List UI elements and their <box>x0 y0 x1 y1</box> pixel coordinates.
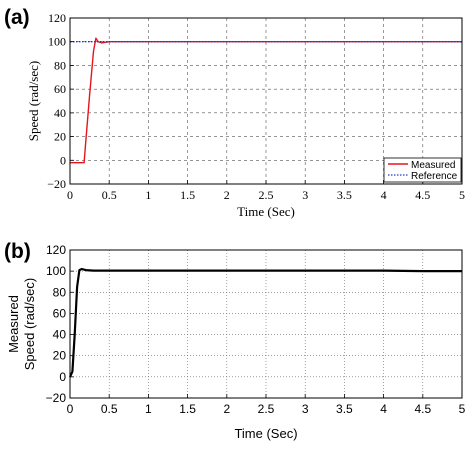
y-tick-label: 80 <box>53 285 67 299</box>
panel-label-a: (a) <box>4 6 30 29</box>
legend-entry-measured: Measured <box>411 160 455 171</box>
x-ticks-a: 0 0.5 1 1.5 2 2.5 3 3.5 4 4.5 5 <box>67 180 465 202</box>
x-axis-label-a: Time (Sec) <box>237 204 295 219</box>
y-axis-label-b-line2: Speed (rad/sec) <box>22 278 37 371</box>
y-tick-label: −20 <box>46 391 67 405</box>
panel-label-b: (b) <box>4 240 31 263</box>
x-tick-label: 0 <box>67 402 74 416</box>
x-tick-label: 3.5 <box>336 402 353 416</box>
x-tick-label: 1 <box>145 188 151 202</box>
y-tick-label: 120 <box>48 11 66 25</box>
y-tick-label: 120 <box>46 243 66 257</box>
y-axis-label-b-line1: Measured <box>6 295 21 353</box>
x-tick-label: 0.5 <box>101 402 118 416</box>
legend-entry-reference: Reference <box>411 171 458 182</box>
x-tick-label: 3.5 <box>337 188 352 202</box>
y-tick-label: 20 <box>54 130 66 144</box>
x-tick-label: 2.5 <box>259 188 274 202</box>
x-tick-label: 4 <box>380 402 387 416</box>
series-group-b <box>68 267 462 378</box>
x-tick-label: 2 <box>224 188 230 202</box>
chart-panel-b: (b) 0 0.5 1 1.5 2 2.5 3 3.5 4 4.5 5 −2002040608010… <box>4 240 466 441</box>
x-ticks-b: 0 0.5 1 1.5 2 2.5 3 3.5 4 4.5 5 <box>67 394 466 416</box>
y-tick-label: 0 <box>59 370 66 384</box>
y-tick-label: 20 <box>53 349 67 363</box>
grid-b <box>70 250 462 398</box>
y-tick-label: 60 <box>54 82 66 96</box>
y-tick-label: 40 <box>53 328 67 342</box>
y-ticks-b: −20 0 20 40 60 80 100 120 <box>46 243 74 405</box>
x-tick-label: 2.5 <box>258 402 275 416</box>
chart-panel-a: (a) 0 0.5 1 1.5 2 2.5 3 3.5 4 4.5 5 −2002040608010… <box>4 6 465 219</box>
y-tick-label: 100 <box>46 264 66 278</box>
x-tick-label: 0 <box>67 188 73 202</box>
plot-frame-b <box>69 249 463 399</box>
series-line-a-measured <box>70 37 462 164</box>
x-tick-label: 3 <box>302 188 308 202</box>
x-tick-label: 1.5 <box>179 402 196 416</box>
x-tick-label: 3 <box>302 402 309 416</box>
x-tick-label: 2 <box>223 402 230 416</box>
series-line-b-0 <box>68 267 462 378</box>
x-tick-label: 4.5 <box>414 402 431 416</box>
x-tick-label: 0.5 <box>102 188 117 202</box>
x-tick-label: 5 <box>459 188 465 202</box>
x-tick-label: 4 <box>381 188 387 202</box>
y-tick-label: 60 <box>53 306 67 320</box>
legend-a: Measured Reference <box>383 157 462 183</box>
x-axis-label-b: Time (Sec) <box>234 426 297 441</box>
y-tick-label: 80 <box>54 58 66 72</box>
y-tick-label: 40 <box>54 106 66 120</box>
x-tick-label: 1 <box>145 402 152 416</box>
x-tick-label: 1.5 <box>180 188 195 202</box>
y-tick-label: 0 <box>60 153 66 167</box>
y-axis-label-a: Speed (rad/sec) <box>26 61 41 142</box>
series-group-a <box>70 37 462 164</box>
y-tick-label: 100 <box>48 35 66 49</box>
y-ticks-a: −20 0 20 40 60 80 100 120 <box>47 11 74 191</box>
legend-box <box>383 157 462 183</box>
y-tick-label: −20 <box>47 177 66 191</box>
x-tick-label: 4.5 <box>415 188 430 202</box>
x-tick-label: 5 <box>459 402 466 416</box>
